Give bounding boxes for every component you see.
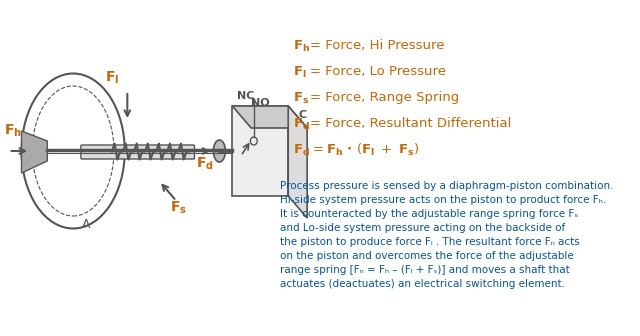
Polygon shape: [232, 106, 288, 196]
Text: A: A: [82, 217, 90, 230]
Text: $\mathbf{F}_\mathbf{h}$: $\mathbf{F}_\mathbf{h}$: [4, 123, 22, 139]
Text: = Force, Range Spring: = Force, Range Spring: [310, 91, 459, 104]
Polygon shape: [22, 131, 47, 173]
Text: $\mathbf{F}_\mathbf{l}$: $\mathbf{F}_\mathbf{l}$: [292, 65, 306, 80]
Text: $\mathbf{F}_\mathbf{d}$: $\mathbf{F}_\mathbf{d}$: [196, 156, 214, 172]
FancyBboxPatch shape: [81, 145, 195, 159]
Text: NC: NC: [237, 91, 254, 101]
Text: NO: NO: [252, 98, 270, 108]
Text: = Force, Resultant Differential: = Force, Resultant Differential: [310, 118, 511, 130]
Polygon shape: [288, 106, 307, 218]
Text: $\mathbf{F}_\mathbf{d}$: $\mathbf{F}_\mathbf{d}$: [292, 117, 310, 132]
Text: $\mathbf{F}_\mathbf{h}$: $\mathbf{F}_\mathbf{h}$: [292, 38, 310, 53]
Ellipse shape: [213, 140, 225, 162]
Text: $\mathbf{F}_\mathbf{s}$: $\mathbf{F}_\mathbf{s}$: [170, 200, 188, 216]
Text: Process pressure is sensed by a diaphragm-piston combination.
Hi-side system pre: Process pressure is sensed by a diaphrag…: [280, 181, 613, 289]
Text: = Force, Lo Pressure: = Force, Lo Pressure: [310, 66, 445, 79]
Text: $\mathbf{F}_\mathbf{s}$: $\mathbf{F}_\mathbf{s}$: [292, 90, 308, 106]
Text: $\mathbf{F}_\mathbf{d}$: $\mathbf{F}_\mathbf{d}$: [292, 142, 310, 158]
Text: = Force, Hi Pressure: = Force, Hi Pressure: [310, 40, 444, 52]
Polygon shape: [232, 106, 307, 128]
Text: C: C: [299, 110, 307, 120]
Text: $= \mathbf{F}_\mathbf{h}\ \mathbf{\cdot}\ (\mathbf{F}_\mathbf{l}\ +\ \mathbf{F}_: $= \mathbf{F}_\mathbf{h}\ \mathbf{\cdot}…: [310, 142, 420, 158]
Text: $\mathbf{F}_\mathbf{l}$: $\mathbf{F}_\mathbf{l}$: [105, 70, 119, 86]
